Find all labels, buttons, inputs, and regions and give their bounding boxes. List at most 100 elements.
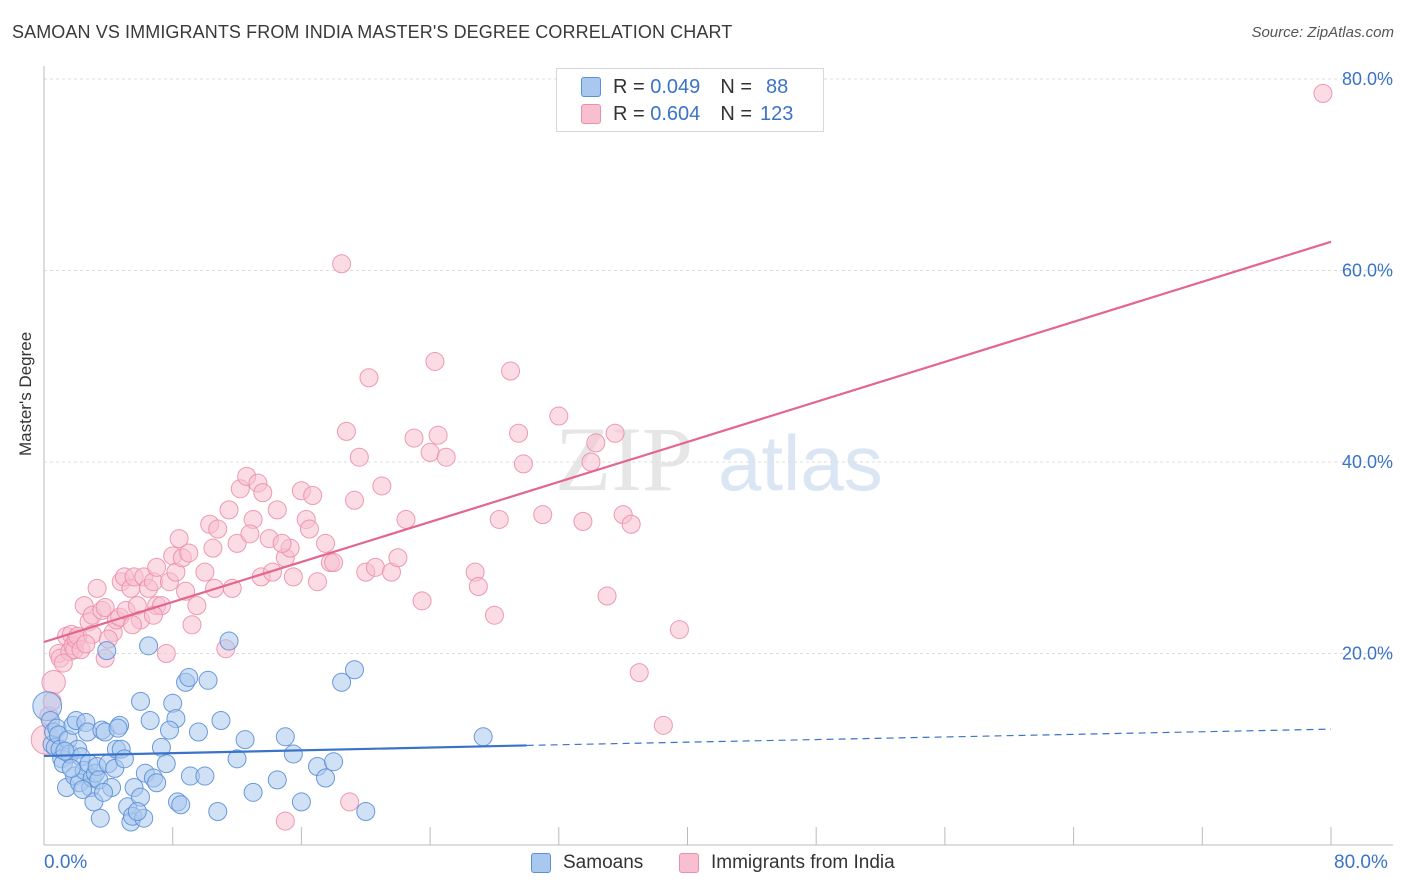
india-point xyxy=(299,519,319,539)
watermark-zip: ZIP xyxy=(555,408,693,510)
india-point xyxy=(412,591,432,611)
india-point xyxy=(428,425,448,445)
samoan-point xyxy=(171,795,191,815)
y-tick-label: 80.0% xyxy=(1342,69,1393,89)
samoan-point xyxy=(114,749,134,769)
samoan-point xyxy=(55,741,75,761)
india-point xyxy=(533,505,553,525)
india-points xyxy=(30,83,1333,831)
india-point xyxy=(597,586,617,606)
y-axis-label: Master's Degree xyxy=(16,331,35,456)
india-point xyxy=(349,447,369,467)
x-axis-min-label: 0.0% xyxy=(44,852,88,873)
india-point xyxy=(336,421,356,441)
samoan-point xyxy=(195,766,215,786)
india-point xyxy=(272,533,292,553)
india-point xyxy=(425,351,445,371)
y-tick-label: 60.0% xyxy=(1342,261,1393,281)
chart-title: SAMOAN VS IMMIGRANTS FROM INDIA MASTER'S… xyxy=(12,22,733,42)
samoan-point xyxy=(127,801,147,821)
correlation-legend: R = 0.049 N = 88 R = 0.604 N = 123 xyxy=(556,68,824,132)
legend-label-india: Immigrants from India xyxy=(711,852,895,873)
india-point xyxy=(484,605,504,625)
india-point xyxy=(87,578,107,598)
r-label: R = xyxy=(613,102,645,125)
legend-label-samoans: Samoans xyxy=(563,852,644,873)
r-value: 0.604 xyxy=(650,102,701,125)
samoan-trend-line xyxy=(43,744,527,758)
samoan-point xyxy=(147,773,167,793)
samoan-point xyxy=(131,691,151,711)
india-point xyxy=(621,514,641,534)
india-point xyxy=(316,533,336,553)
india-point xyxy=(549,406,569,426)
samoan-point xyxy=(97,641,117,661)
india-point xyxy=(396,509,416,529)
india-point xyxy=(143,605,163,625)
n-label: N = xyxy=(720,75,752,98)
india-point xyxy=(420,442,440,462)
samoan-point xyxy=(179,667,199,687)
india-point xyxy=(240,524,260,544)
samoans-legend-swatch xyxy=(531,853,551,873)
india-point xyxy=(404,428,424,448)
samoan-point xyxy=(332,672,352,692)
legend-row-india: R = 0.604 N = 123 xyxy=(581,102,793,126)
india-point xyxy=(307,572,327,592)
india-point xyxy=(489,509,509,529)
india-point xyxy=(653,715,673,735)
india-point xyxy=(267,500,287,520)
india-point xyxy=(76,634,96,654)
india-point xyxy=(219,500,239,520)
samoan-point xyxy=(90,808,110,828)
india-point xyxy=(147,557,167,577)
r-label: R = xyxy=(613,75,645,98)
india-point xyxy=(1313,83,1333,103)
y-tick-labels: 20.0% 40.0% 60.0% 80.0% xyxy=(1342,69,1393,664)
india-point xyxy=(122,615,142,635)
samoans-swatch xyxy=(581,77,601,97)
india-point xyxy=(156,644,176,663)
india-point xyxy=(359,368,379,388)
samoan-point xyxy=(208,801,228,821)
legend-item-samoans[interactable]: Samoans xyxy=(531,852,643,874)
samoan-point xyxy=(344,660,364,680)
samoan-point xyxy=(473,727,493,747)
india-swatch xyxy=(581,104,601,124)
india-trend-line xyxy=(43,240,1332,644)
india-point xyxy=(388,548,408,568)
legend-item-india[interactable]: Immigrants from India xyxy=(679,852,895,874)
india-point xyxy=(586,433,606,453)
watermark-atlas: atlas xyxy=(718,419,883,507)
india-point xyxy=(275,811,295,831)
india-point xyxy=(53,653,73,673)
india-point xyxy=(501,361,521,381)
samoan-point xyxy=(219,631,239,651)
india-point xyxy=(227,533,247,553)
india-point xyxy=(303,486,323,506)
samoan-point xyxy=(291,792,311,812)
r-value: 0.049 xyxy=(650,75,701,98)
samoan-point xyxy=(156,754,176,774)
samoan-point xyxy=(188,722,208,742)
india-point xyxy=(629,663,649,683)
india-point xyxy=(509,423,529,443)
india-point xyxy=(365,557,385,577)
samoan-point xyxy=(227,749,247,769)
india-point xyxy=(669,620,689,640)
india-point xyxy=(372,476,392,496)
samoan-point xyxy=(275,727,295,747)
n-label: N = xyxy=(720,102,752,125)
india-point xyxy=(332,254,352,274)
india-point xyxy=(182,615,202,635)
n-value: 123 xyxy=(760,102,794,125)
india-point xyxy=(169,529,189,549)
samoan-point xyxy=(139,636,159,656)
samoan-point xyxy=(94,782,114,802)
samoan-point xyxy=(73,779,93,799)
india-point xyxy=(179,543,199,563)
india-point xyxy=(573,511,593,531)
samoan-point xyxy=(108,718,128,738)
india-legend-swatch xyxy=(679,853,699,873)
